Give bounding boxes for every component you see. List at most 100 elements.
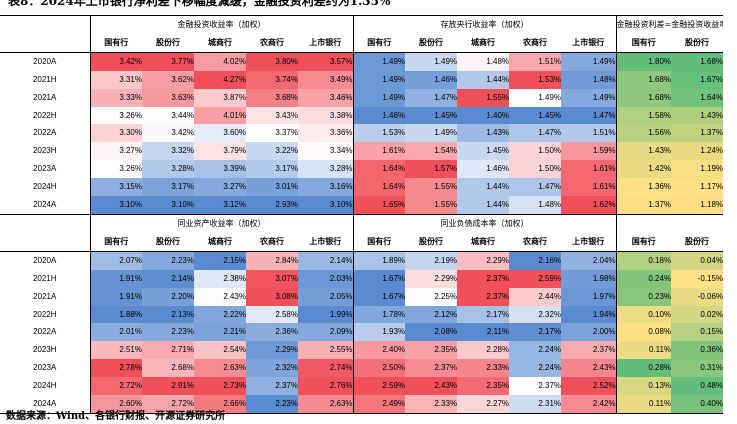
metric-title [615,213,724,233]
period-label: 2020A [33,255,57,265]
heatmap-cell: 2.00% [561,323,617,342]
bank-type-header: 国有行 [615,33,672,53]
metric-title: 存放央行收益率（加权） [352,14,617,34]
metric-title: 同业负债成本率（加权） [352,213,617,233]
heatmap-cell: 2.33% [457,359,510,378]
bank-type-header: 上市银行 [561,232,617,252]
heatmap-cell: 2.74% [298,359,354,378]
heatmap-cell: 2.16% [509,251,562,270]
heatmap-cell: 3.46% [298,88,354,107]
heatmap-cell: 1.36% [615,178,672,197]
heatmap-cell: 2.32% [509,305,562,324]
bank-type-header: 股份行 [671,232,724,252]
heatmap-cell: 2.23% [142,323,194,342]
period-label: 2023A [33,164,57,174]
heatmap-cell: 2.37% [457,269,510,288]
heatmap-cell: 2.19% [405,251,458,270]
heatmap-cell: 3.43% [246,106,298,125]
heatmap-cell: 3.15% [89,178,142,197]
heatmap-cell: 2.24% [509,341,562,360]
heatmap-cell: 1.49% [352,88,406,107]
heatmap-cell: 1.67% [352,269,406,288]
bank-type-header: 上市银行 [298,33,354,53]
heatmap-cell: 0.36% [671,341,724,360]
metric-header-row: 同业资产收益率（加权） 同业负债成本率（加权） [0,213,737,233]
heatmap-cell: 2.24% [509,359,562,378]
table-row: 2020A 3.42% 3.77% 4.02% 3.80% 3.57% 1.49% 1.49%… [0,52,737,71]
heatmap-cell: 0.18% [615,251,672,270]
heatmap-cell: 2.51% [89,341,142,360]
heatmap-cell: 1.49% [352,52,406,71]
table-row: 2022H 1.88% 2.13% 2.22% 2.58% 1.99% 1.78% 2.12%… [0,305,737,324]
bank-header-row: 国有行 股份行 城商行 农商行 上市银行 国有行 股份行 城商行 农商行 上市银行 国有行 股份行 [0,232,737,252]
heatmap-cell: 1.59% [561,142,617,161]
heatmap-cell: 1.49% [405,124,458,143]
heatmap-cell: 2.32% [246,359,298,378]
heatmap-cell: 0.02% [671,305,724,324]
heatmap-cell: 3.49% [298,70,354,89]
period-label: 2023H [32,146,57,156]
table-row: 2023A 3.26% 3.28% 3.39% 3.17% 3.28% 1.64% 1.57%… [0,160,737,179]
heatmap-cell: 3.26% [89,106,142,125]
heatmap-cell: 1.67% [352,287,406,306]
heatmap-cell: 2.43% [194,287,246,306]
heatmap-table: 金融投资收益率（加权）存放央行收益率（加权）金融投资利差=金融投资收益率-存放央… [0,14,737,414]
metric-title: 金融投资利差=金融投资收益率-存放央行收益率 [615,14,724,34]
heatmap-cell: 3.62% [142,70,194,89]
heatmap-cell: 3.10% [89,196,142,215]
heatmap-cell: 3.87% [194,88,246,107]
heatmap-cell: 3.32% [142,142,194,161]
heatmap-cell: 3.39% [194,160,246,179]
heatmap-cell: 2.68% [142,359,194,378]
heatmap-cell: 0.04% [671,251,724,270]
heatmap-cell: 2.43% [405,377,458,396]
heatmap-cell: 1.19% [671,160,724,179]
heatmap-cell: 2.72% [142,395,194,414]
metric-title: 同业资产收益率（加权） [89,213,354,233]
heatmap-cell: 1.65% [352,196,406,215]
heatmap-cell: 2.29% [405,269,458,288]
heatmap-cell: 1.61% [561,160,617,179]
heatmap-cell: 1.49% [509,88,562,107]
heatmap-cell: 3.37% [246,124,298,143]
heatmap-cell: 1.53% [352,124,406,143]
heatmap-cell: 1.43% [671,106,724,125]
heatmap-cell: 3.74% [246,70,298,89]
heatmap-cell: 0.28% [615,359,672,378]
corner-cell [0,213,90,233]
heatmap-cell: 1.58% [615,106,672,125]
heatmap-cell: 3.27% [194,178,246,197]
heatmap-cell: 1.64% [671,88,724,107]
heatmap-cell: 2.08% [405,323,458,342]
heatmap-cell: 3.27% [89,142,142,161]
table-row: 2023H 2.51% 2.71% 2.54% 2.29% 2.55% 2.40% 2.35%… [0,341,737,360]
heatmap-cell: 3.22% [246,142,298,161]
heatmap-cell: 2.35% [457,377,510,396]
heatmap-cell: 4.27% [194,70,246,89]
heatmap-cell: 2.54% [194,341,246,360]
heatmap-cell: 2.11% [457,323,510,342]
heatmap-cell: 2.37% [457,287,510,306]
heatmap-cell: 1.91% [89,269,142,288]
heatmap-cell: 1.48% [509,196,562,215]
heatmap-cell: 2.38% [194,269,246,288]
heatmap-cell: 1.48% [561,70,617,89]
heatmap-cell: 1.46% [405,70,458,89]
heatmap-cell: 2.07% [89,251,142,270]
heatmap-cell: 2.50% [352,359,406,378]
heatmap-cell: 2.42% [561,395,617,414]
heatmap-cell: 1.50% [509,142,562,161]
table-row: 2022A 3.30% 3.42% 3.60% 3.37% 3.36% 1.53% 1.49%… [0,124,737,143]
heatmap-cell: 1.18% [671,196,724,215]
heatmap-cell: 2.14% [298,251,354,270]
heatmap-cell: 1.64% [352,160,406,179]
period-label: 2024A [0,196,90,215]
heatmap-cell: 2.71% [142,341,194,360]
heatmap-cell: 1.47% [405,88,458,107]
heatmap-cell: 1.55% [457,88,510,107]
period-label: 2024H [32,182,57,192]
heatmap-cell: 1.61% [352,142,406,161]
heatmap-cell: 1.62% [561,196,617,215]
heatmap-cell: 3.42% [142,124,194,143]
heatmap-cell: 1.45% [405,106,458,125]
